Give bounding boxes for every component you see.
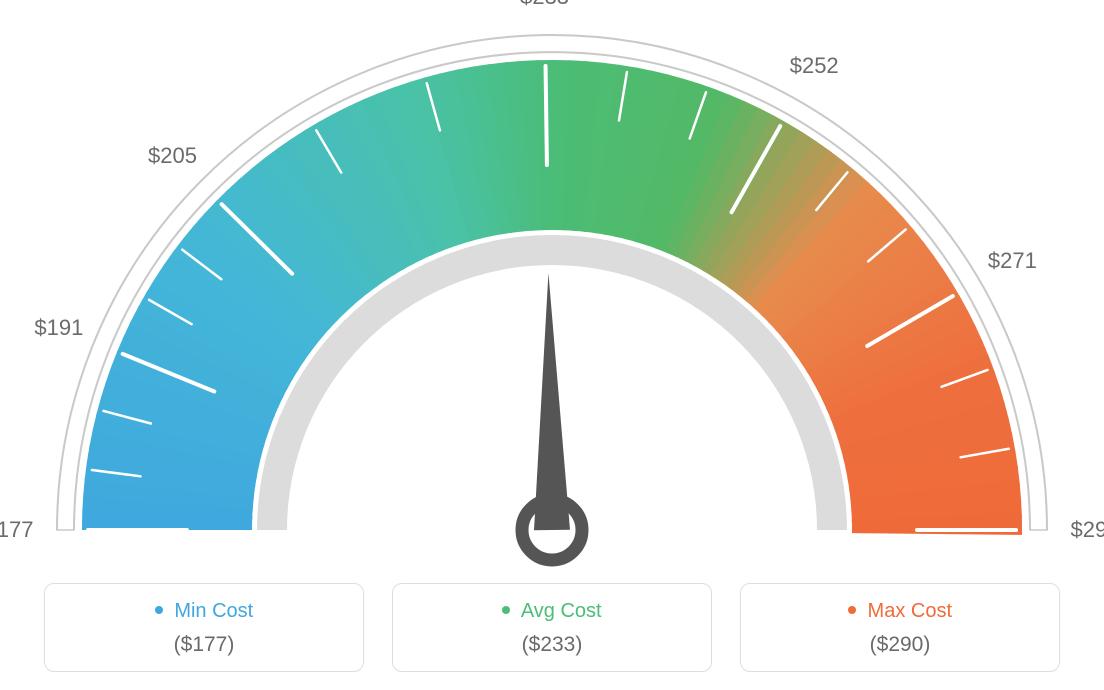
gauge-tick-label: $177 — [0, 517, 33, 543]
gauge-tick-label: $290 — [1071, 517, 1104, 543]
legend-row: Min Cost ($177) Avg Cost ($233) Max Cost… — [0, 583, 1104, 672]
legend-card-max: Max Cost ($290) — [740, 583, 1060, 672]
dot-icon — [502, 606, 510, 614]
legend-card-avg: Avg Cost ($233) — [392, 583, 712, 672]
gauge-chart: $177 $191 $205 $233 $252 $271 $290 — [0, 0, 1104, 570]
legend-value-avg: ($233) — [403, 633, 701, 657]
legend-label-avg: Avg Cost — [521, 600, 602, 622]
legend-title-min: Min Cost — [55, 600, 353, 623]
legend-label-min: Min Cost — [174, 600, 253, 622]
gauge-tick-label: $205 — [148, 143, 197, 169]
legend-card-min: Min Cost ($177) — [44, 583, 364, 672]
legend-label-max: Max Cost — [868, 600, 952, 622]
legend-value-min: ($177) — [55, 633, 353, 657]
gauge-tick-label: $191 — [34, 315, 83, 341]
gauge-tick-label: $252 — [790, 53, 839, 79]
cost-gauge-widget: $177 $191 $205 $233 $252 $271 $290 Min Cost ($… — [0, 0, 1104, 690]
legend-value-max: ($290) — [751, 633, 1049, 657]
legend-title-max: Max Cost — [751, 600, 1049, 623]
gauge-tick-label: $233 — [520, 0, 569, 10]
gauge-tick-label: $271 — [988, 248, 1037, 274]
dot-icon — [155, 606, 163, 614]
legend-title-avg: Avg Cost — [403, 600, 701, 623]
dot-icon — [848, 606, 856, 614]
